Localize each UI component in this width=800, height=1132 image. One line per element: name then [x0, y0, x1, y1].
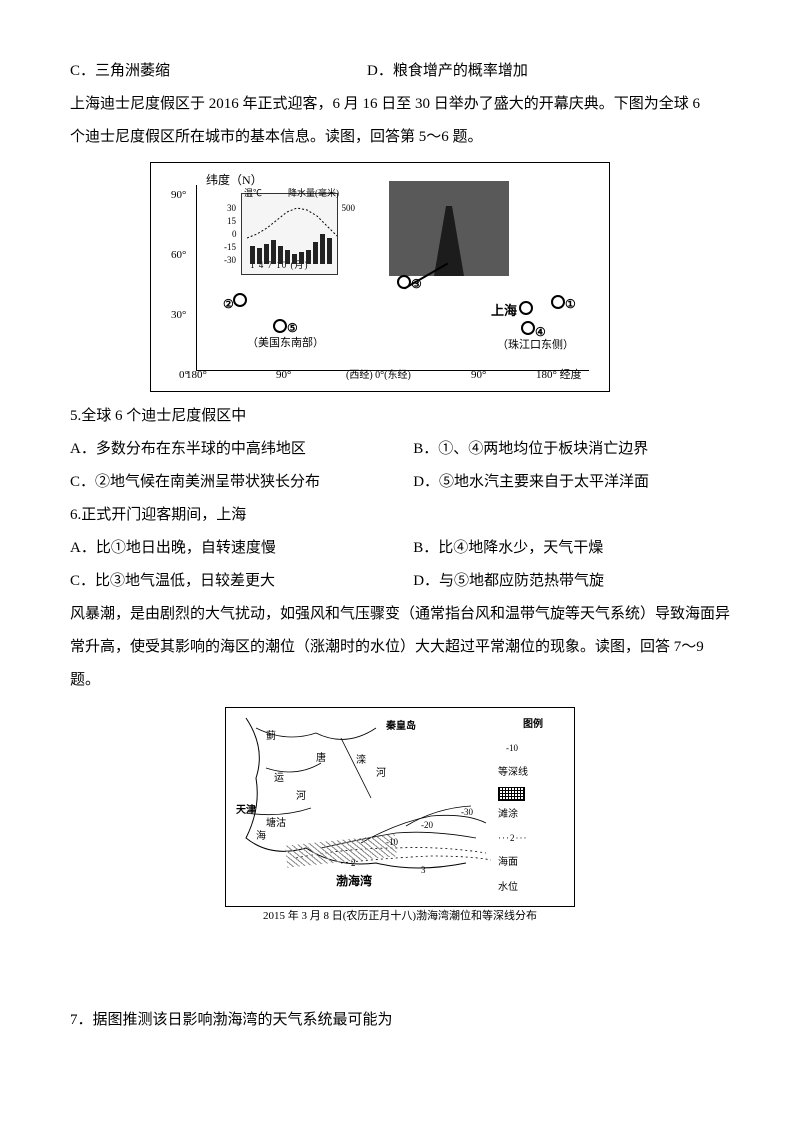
qinhuangdao-label: 秦皇岛	[386, 716, 416, 738]
label-shanghai: 上海	[491, 297, 517, 326]
yun-label: 运	[274, 768, 284, 790]
passage-56-l1: 上海迪士尼度假区于 2016 年正式迎客，6 月 16 日至 30 日举办了盛大…	[70, 88, 730, 121]
inset-p500: 500	[342, 199, 356, 219]
inset-bar	[257, 248, 262, 264]
q5-cd: C．②地气候在南美洲呈带状狭长分布 D．⑤地水汽主要来自于太平洋洋面	[70, 466, 730, 499]
depth-20: -20	[421, 816, 433, 836]
q6-a: A．比①地日出晚，自转速度慢	[70, 532, 413, 565]
xtick-0: (西经) 0°(东经)	[346, 365, 411, 387]
passage-79-l2: 常升高，使受其影响的海区的潮位（涨潮时的水位）大大超过平常潮位的现象。读图，回答…	[70, 631, 730, 697]
q6-cd: C．比③地气温低，日较差更大 D．与⑤地都应防范热带气旋	[70, 565, 730, 598]
q6-c: C．比③地气温低，日较差更大	[70, 565, 413, 598]
he-label: 河	[296, 786, 306, 808]
q5-d: D．⑤地水汽主要来自于太平洋洋面	[413, 466, 730, 499]
hai-label: 海	[256, 826, 266, 848]
ytick-30: 30°	[171, 303, 186, 327]
inset-precip-label: 降水量(毫米)	[288, 184, 339, 204]
ytick-60: 60°	[171, 243, 186, 267]
label-prd: （珠江口东侧）	[497, 333, 574, 357]
inset-bar	[278, 246, 283, 264]
y-axis	[196, 185, 197, 371]
inset-bar	[285, 250, 290, 264]
inset-bar	[306, 250, 311, 264]
q34-option-c: C．三角洲萎缩	[70, 55, 367, 88]
depth-30: -30	[461, 803, 473, 823]
label-us: （美国东南部）	[247, 331, 324, 355]
label-2: ②	[223, 291, 234, 317]
climograph-inset: 温℃ 降水量(毫米) 30 15 0 -15 -30 500 1 4 7 10 …	[241, 193, 338, 275]
inset-temp-curve	[247, 206, 337, 246]
luan-label: 滦	[356, 750, 366, 772]
label-3: ③	[411, 271, 422, 297]
point-3	[397, 275, 411, 289]
q5-stem: 5.全球 6 个迪士尼度假区中	[70, 400, 730, 433]
passage-56-l2: 个迪士尼度假区所在城市的基本信息。读图，回答第 5～6 题。	[70, 121, 730, 154]
inset-temp-label: 温℃	[244, 184, 262, 204]
q6-ab: A．比①地日出晚，自转速度慢 B．比④地降水少，天气干燥	[70, 532, 730, 565]
q7-stem: 7．据图推测该日影响渤海湾的天气系统最可能为	[70, 1004, 730, 1037]
q5-b: B．①、④两地均位于板块消亡边界	[413, 433, 730, 466]
q6-stem: 6.正式开门迎客期间，上海	[70, 499, 730, 532]
spacer	[70, 924, 730, 1004]
inset-bar	[264, 244, 269, 264]
tide-3: 3	[421, 861, 426, 881]
ji-label: 蓟	[266, 726, 276, 748]
inset-bar	[250, 246, 255, 264]
q5-c: C．②地气候在南美洲呈带状狭长分布	[70, 466, 413, 499]
tide-2: 2	[351, 854, 356, 874]
inset-tm30: -30	[224, 251, 236, 271]
eiffel-tower-photo	[389, 181, 509, 276]
passage-79-l1: 风暴潮，是由剧烈的大气扰动，如强风和气压骤变（通常指台风和温带气旋等天气系统）导…	[70, 598, 730, 631]
q34-option-d: D．粮食增产的概率增加	[367, 55, 730, 88]
disney-latlon-chart: 纬度（N） 90° 60° 30° 0° 180° 90° (西经) 0°(东经…	[150, 162, 610, 392]
inset-bar	[292, 254, 297, 264]
q5-a: A．多数分布在东半球的中高纬地区	[70, 433, 413, 466]
inset-bar	[299, 252, 304, 264]
q5-ab: A．多数分布在东半球的中高纬地区 B．①、④两地均位于板块消亡边界	[70, 433, 730, 466]
xtick-180w: 180°	[186, 363, 207, 387]
point-1	[551, 295, 565, 309]
point-2	[233, 293, 247, 307]
bohai-map: 图例 -10 等深线 滩涂 ···2··· 海面 水位 (m)	[225, 707, 575, 907]
xtick-90e: 90°	[471, 363, 486, 387]
he-label2: 河	[376, 763, 386, 785]
tang-label: 唐	[316, 748, 326, 770]
q34-options-cd: C．三角洲萎缩 D．粮食增产的概率增加	[70, 55, 730, 88]
tianjin-label: 天津	[236, 800, 256, 822]
label-1: ①	[565, 291, 576, 317]
map-caption: 2015 年 3 月 8 日(农历正月十八)渤海湾潮位和等深线分布	[220, 909, 580, 924]
q6-d: D．与⑤地都应防范热带气旋	[413, 565, 730, 598]
bohai-map-figure: 图例 -10 等深线 滩涂 ···2··· 海面 水位 (m)	[220, 707, 580, 924]
point-shanghai	[519, 301, 533, 315]
tanggu-label: 塘沽	[266, 813, 286, 835]
xtick-90w: 90°	[276, 363, 291, 387]
xtick-180e: 180° 经度	[536, 363, 582, 387]
q6-b: B．比④地降水少，天气干燥	[413, 532, 730, 565]
depth-10: -10	[386, 833, 398, 853]
ytick-90: 90°	[171, 183, 186, 207]
tower-shape	[434, 206, 464, 276]
